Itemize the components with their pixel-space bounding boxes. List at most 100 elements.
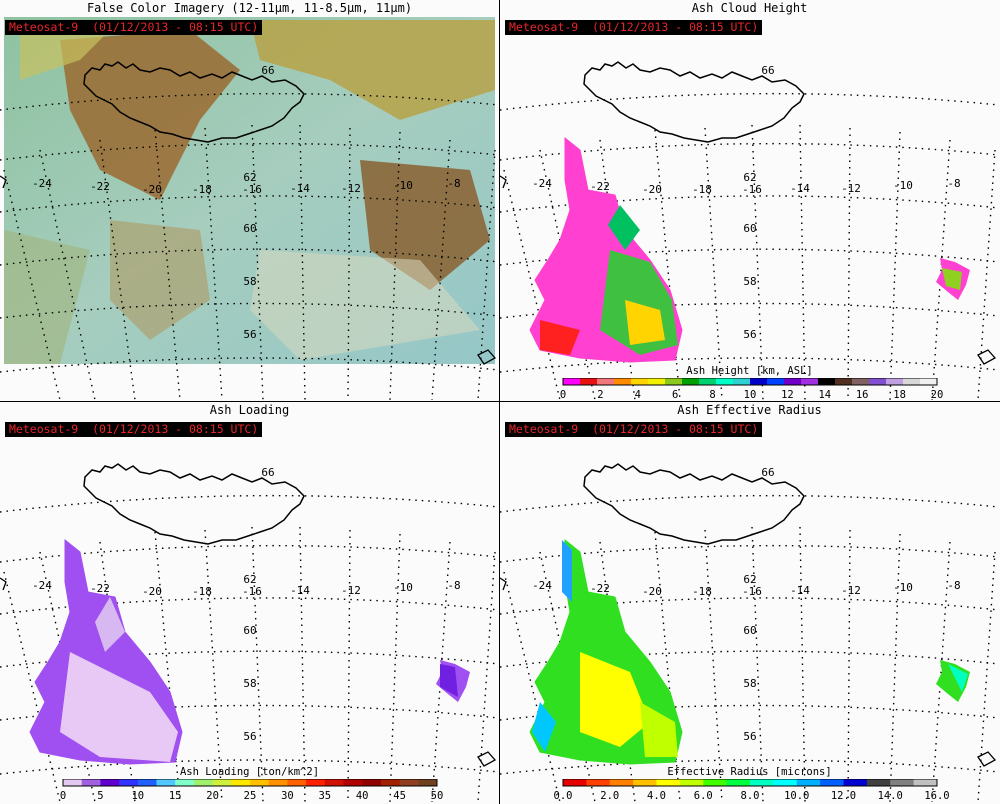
lon-label: -16 (742, 585, 762, 598)
colorbar-swatch (750, 779, 774, 786)
colorbar-swatch (866, 779, 891, 786)
ash-height-colorbar: 0 2 4 6 8 10 12 14 16 18 20 (560, 378, 944, 401)
colorbar-tick-label: 25 (244, 790, 257, 802)
colorbar-tick-label: 10 (131, 790, 144, 802)
colorbar-swatch (767, 378, 785, 385)
colorbar-swatch (418, 779, 438, 786)
lon-label: -12 (841, 182, 861, 195)
lon-label: -18 (692, 585, 712, 598)
lon-label: -16 (242, 585, 262, 598)
lon-label: -12 (841, 584, 861, 597)
colorbar-title: Ash Height [km, ASL] (686, 365, 813, 377)
panel-title: Ash Cloud Height (691, 1, 808, 15)
colorbar-swatch (306, 779, 326, 786)
colorbar-swatch (586, 779, 611, 786)
ash-plume-detail (540, 320, 580, 355)
colorbar-tick-label: 20 (931, 389, 944, 401)
coastline-fragment (500, 577, 507, 591)
lon-label: -18 (192, 585, 212, 598)
colorbar-tick-label: 35 (318, 790, 331, 802)
colorbar-swatch (193, 779, 214, 786)
colorbar-frame (562, 378, 938, 386)
colorbar-swatch (869, 378, 887, 385)
lon-label: -8 (947, 177, 960, 190)
lat-label: 62 (743, 171, 756, 184)
colorbar-swatch (773, 779, 798, 786)
colorbar-title: Ash Loading [ton/km^2] (179, 766, 320, 778)
coastline-fragment (477, 751, 497, 767)
colorbar-swatch (343, 779, 363, 786)
lat-label: 58 (243, 275, 256, 288)
coastline-fragment (0, 577, 7, 591)
ash-loading-colorbar: 0 5 10 15 20 25 30 35 40 45 50 (60, 779, 443, 802)
lon-label: -22 (90, 582, 110, 595)
ash-radius-map: -24 -22 -20 -18 -16 -14 -12 -10 -8 62 60 58 56 66 (500, 463, 999, 803)
colorbar-swatch (563, 779, 587, 786)
lon-label: -8 (447, 579, 460, 592)
vertical-divider (499, 0, 500, 804)
colorbar-swatch (399, 779, 419, 786)
panel-title: Ash Effective Radius (677, 403, 822, 417)
colorbar-swatch (137, 779, 157, 786)
colorbar-tick-label: 0 (60, 790, 66, 802)
ash-plume-detail (948, 664, 968, 692)
ash-plume-detail (60, 652, 178, 762)
panel-ash-height: -24 -22 -20 -18 -16 -14 -12 -10 -8 62 60 58 56 66 Ash… (500, 0, 999, 401)
ash-plume-detail (580, 652, 650, 747)
lon-label: -8 (447, 177, 460, 190)
panel-false-color: -24 -22 -20 -18 -16 -14 -12 -10 -8 62 60 58 56 66 Fal… (0, 0, 499, 401)
panel-ash-radius: -24 -22 -20 -18 -16 -14 -12 -10 -8 62 60 58 56 66 Ash… (500, 402, 999, 803)
colorbar-swatch (796, 779, 821, 786)
coastline-fragment (977, 751, 997, 767)
ash-plume-detail (532, 702, 556, 752)
inner-lat-label: 66 (261, 466, 274, 479)
lon-label: -24 (532, 177, 552, 190)
colorbar-tick-label: 20 (206, 790, 219, 802)
colorbar-tick-label: 0.0 (554, 790, 573, 802)
colorbar-tick-label: 14.0 (878, 790, 903, 802)
colorbar-swatch (852, 378, 870, 385)
lon-label: -10 (393, 581, 413, 594)
colorbar-tick-label: 0 (560, 389, 566, 401)
lon-label: -24 (32, 177, 52, 190)
colorbar-swatch (287, 779, 307, 786)
iceland-coastline (83, 463, 305, 545)
lat-label: 62 (743, 573, 756, 586)
horizontal-divider (0, 401, 1000, 402)
colorbar-swatch (750, 378, 768, 385)
ash-plume-detail (440, 664, 458, 697)
colorbar-tick-label: 45 (393, 790, 406, 802)
colorbar-swatch (679, 779, 704, 786)
colorbar-swatch (843, 779, 868, 786)
ash-plume-detail (625, 300, 665, 345)
colorbar-tick-label: 30 (281, 790, 294, 802)
lon-label: -22 (590, 582, 610, 595)
colorbar-frame (562, 779, 938, 787)
colorbar-swatch (703, 779, 728, 786)
lon-label: -10 (893, 581, 913, 594)
lon-label: -20 (642, 585, 662, 598)
inner-lat-label: 66 (261, 64, 274, 77)
lon-label: -22 (90, 180, 110, 193)
colorbar-swatch (801, 378, 819, 385)
ash-plume-detail (608, 205, 640, 250)
colorbar-swatch (268, 779, 288, 786)
colorbar-swatch (682, 378, 700, 385)
lon-label: -12 (341, 182, 361, 195)
iceland-coastline (583, 61, 805, 143)
colorbar-swatch (609, 779, 634, 786)
colorbar-swatch (250, 779, 270, 786)
colorbar-swatch (820, 779, 844, 786)
colorbar-tick-label: 6.0 (694, 790, 713, 802)
colorbar-swatch (631, 378, 649, 385)
colorbar-swatch (563, 378, 581, 385)
lat-label: 56 (243, 730, 256, 743)
colorbar-swatch (63, 779, 83, 786)
satellite-label: Meteosat-9 (01/12/2013 - 08:15 UTC) (5, 422, 263, 437)
colorbar-swatch (903, 378, 921, 385)
colorbar-swatch (726, 779, 751, 786)
colorbar-tick-label: 8.0 (741, 790, 760, 802)
satellite-label: Meteosat-9 (01/12/2013 - 08:15 UTC) (505, 20, 763, 35)
lon-label: -10 (893, 179, 913, 192)
